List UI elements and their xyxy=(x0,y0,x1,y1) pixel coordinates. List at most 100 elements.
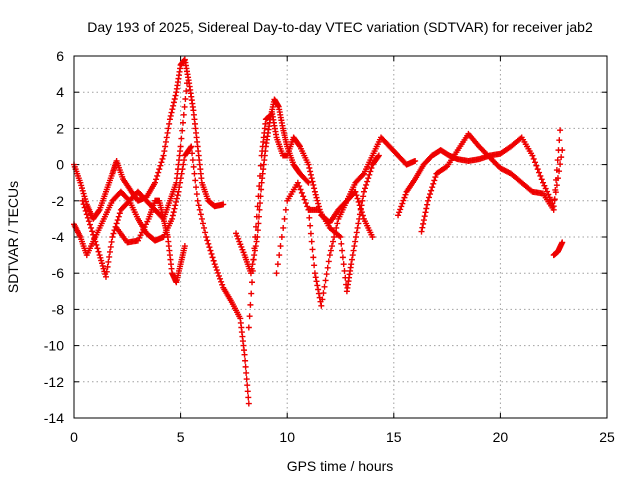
data-point xyxy=(172,92,179,99)
data-point xyxy=(106,248,113,255)
data-point xyxy=(314,197,321,204)
data-point xyxy=(352,234,359,240)
data-point xyxy=(541,182,548,189)
data-point xyxy=(340,261,347,268)
data-point xyxy=(91,235,98,242)
data-point xyxy=(551,196,558,203)
data-point xyxy=(170,209,177,216)
data-point xyxy=(80,201,87,208)
data-point xyxy=(218,278,225,285)
data-point xyxy=(97,254,104,261)
data-point xyxy=(197,211,204,218)
data-point xyxy=(308,238,315,245)
data-point xyxy=(233,230,240,237)
chart-title: Day 193 of 2025, Sidereal Day-to-day VTE… xyxy=(87,19,593,35)
data-point xyxy=(256,206,263,213)
data-point xyxy=(108,238,115,245)
data-point xyxy=(306,164,313,171)
data-point xyxy=(249,267,256,274)
data-point xyxy=(537,172,544,179)
data-point xyxy=(308,175,315,182)
data-point xyxy=(213,267,220,274)
data-point xyxy=(181,103,188,110)
data-point xyxy=(296,142,303,149)
data-point xyxy=(307,222,314,229)
data-point xyxy=(550,206,557,213)
data-point xyxy=(160,152,167,159)
data-point xyxy=(191,170,198,177)
data-point xyxy=(78,182,85,189)
data-point xyxy=(533,162,540,169)
data-point xyxy=(257,200,264,207)
y-tick-label: 4 xyxy=(56,84,64,100)
data-point xyxy=(245,394,252,401)
data-point xyxy=(220,201,227,208)
data-point xyxy=(99,262,106,269)
data-point xyxy=(418,228,425,235)
data-point xyxy=(321,283,328,290)
data-point xyxy=(167,112,174,119)
data-point xyxy=(102,273,109,280)
data-point xyxy=(240,249,247,256)
data-point xyxy=(94,245,101,252)
data-point xyxy=(77,179,84,186)
data-point xyxy=(203,234,210,240)
y-tick-label: -10 xyxy=(44,338,64,354)
series-track-2 xyxy=(71,143,252,407)
data-point xyxy=(257,162,264,169)
data-point xyxy=(352,188,359,195)
data-point xyxy=(98,260,105,267)
data-point xyxy=(310,254,317,261)
data-point xyxy=(189,157,196,164)
data-point xyxy=(348,256,355,263)
data-point xyxy=(333,224,340,231)
data-point xyxy=(304,178,311,185)
series-track-8 xyxy=(305,152,382,295)
data-point xyxy=(95,248,102,255)
data-point xyxy=(166,120,173,127)
data-point xyxy=(83,211,90,218)
data-point xyxy=(205,240,212,247)
data-point xyxy=(307,168,314,175)
x-tick-label: 15 xyxy=(386,429,402,445)
data-point xyxy=(327,247,334,254)
data-point xyxy=(172,202,179,209)
data-point xyxy=(169,215,176,222)
data-point xyxy=(395,212,402,219)
y-tick-label: 6 xyxy=(56,48,64,64)
data-point xyxy=(255,193,262,200)
data-point xyxy=(375,152,382,159)
data-point xyxy=(337,234,344,240)
data-point xyxy=(397,206,404,213)
data-point xyxy=(278,234,285,240)
data-point xyxy=(312,191,319,198)
data-point xyxy=(311,270,318,277)
data-point xyxy=(282,206,289,213)
y-axis-label: SDTVAR / TECUs xyxy=(5,181,21,293)
data-point xyxy=(318,302,325,309)
data-point xyxy=(249,279,256,286)
data-point xyxy=(254,203,261,210)
data-point xyxy=(157,162,164,169)
data-point xyxy=(81,193,88,200)
x-tick-label: 0 xyxy=(70,429,78,445)
data-point xyxy=(245,324,252,331)
series-track-1 xyxy=(71,56,227,222)
data-point xyxy=(424,201,431,208)
data-point xyxy=(425,194,432,201)
data-point xyxy=(294,179,301,186)
y-tick-label: -4 xyxy=(52,229,65,245)
data-point xyxy=(88,224,95,231)
data-point xyxy=(253,213,260,220)
data-point xyxy=(174,192,181,199)
data-point xyxy=(368,164,375,171)
data-point xyxy=(81,204,88,211)
data-point xyxy=(92,238,99,245)
data-point xyxy=(182,95,189,102)
data-point xyxy=(322,277,329,284)
data-point xyxy=(103,268,110,275)
data-point xyxy=(107,243,114,250)
data-point xyxy=(256,183,263,190)
y-axis-ticks: -14 -12 -10 -8 -6 -4 -2 0 2 4 6 xyxy=(44,48,607,426)
